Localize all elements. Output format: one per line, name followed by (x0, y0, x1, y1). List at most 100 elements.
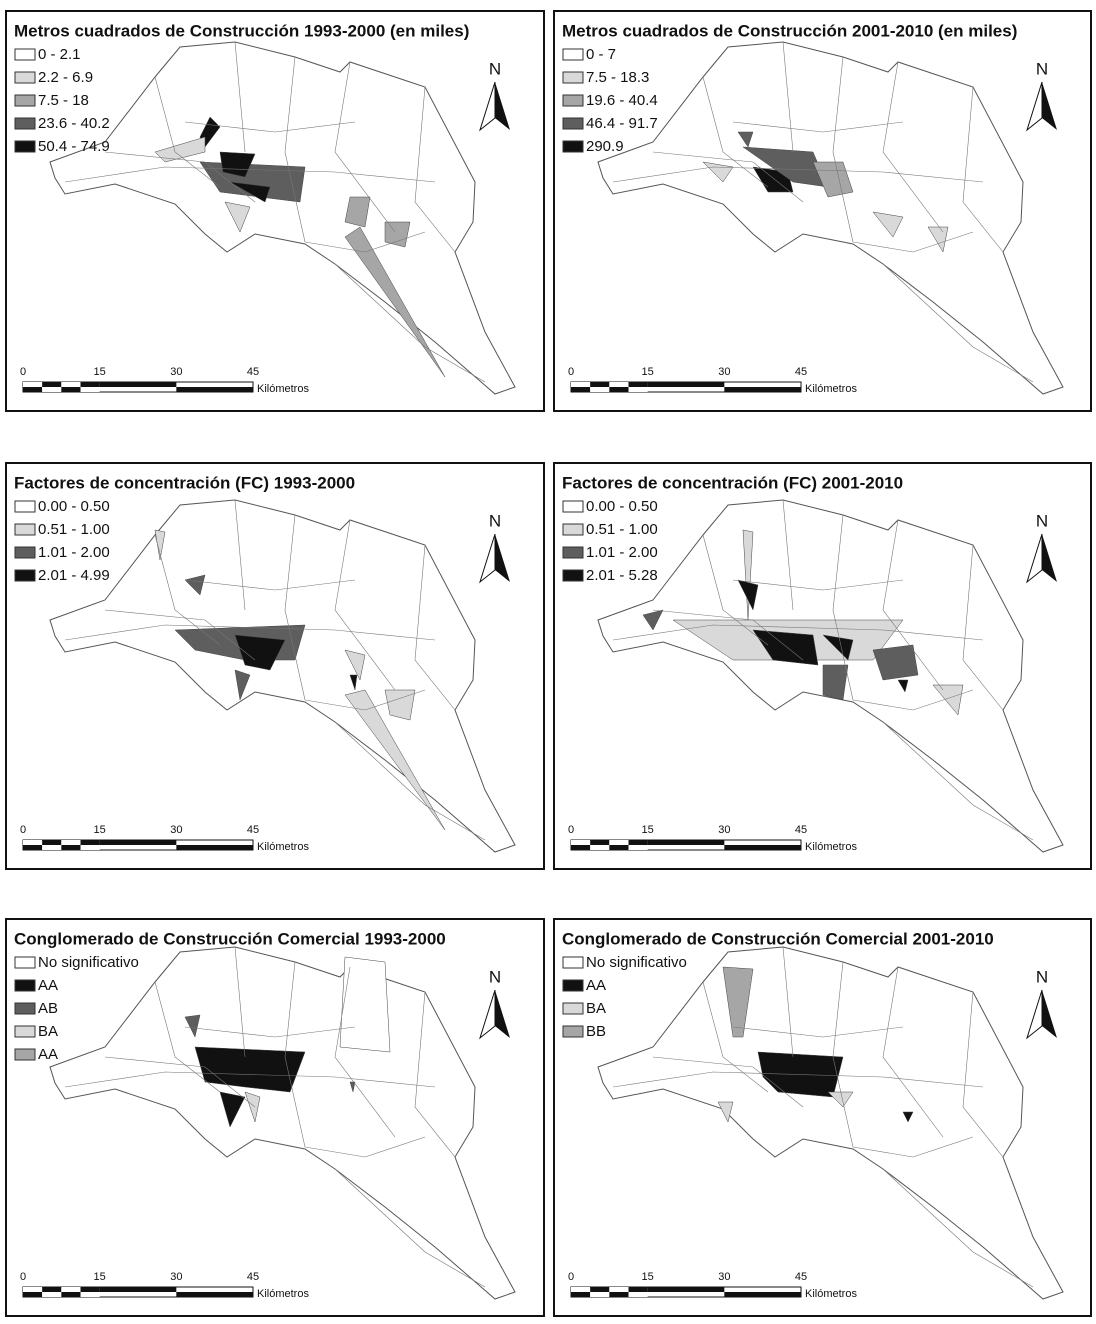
legend-label: AB (38, 1000, 58, 1017)
legend-label: BB (586, 1023, 606, 1040)
scale-segment (100, 382, 177, 387)
legend-swatch (15, 957, 35, 968)
panel-title: Factores de concentración (FC) 2001-2010 (562, 473, 903, 492)
scale-segment (629, 1287, 648, 1292)
scale-segment (23, 382, 42, 387)
panel-title: Factores de concentración (FC) 1993-2000 (14, 473, 355, 492)
scale-segment (23, 840, 42, 845)
map-panel: Metros cuadrados de Construcción 2001-20… (554, 11, 1091, 411)
scale-segment (42, 387, 61, 392)
scale-segment (61, 1292, 80, 1297)
scale-segment (724, 387, 801, 392)
scale-segment (81, 1287, 100, 1292)
scale-segment (609, 840, 628, 845)
legend-label: 46.4 - 91.7 (586, 115, 658, 132)
scale-segment (648, 840, 725, 845)
legend-swatch (15, 1003, 35, 1014)
scale-segment (629, 387, 648, 392)
scale-segment (590, 387, 609, 392)
scale-segment (590, 1287, 609, 1292)
scale-label: 30 (718, 366, 730, 378)
scale-unit: Kilómetros (805, 1288, 857, 1300)
scale-unit: Kilómetros (805, 841, 857, 853)
scale-segment (42, 1287, 61, 1292)
scale-unit: Kilómetros (805, 383, 857, 395)
scale-segment (648, 1287, 725, 1292)
scale-segment (61, 387, 80, 392)
scale-segment (81, 1292, 100, 1297)
legend-swatch (15, 72, 35, 83)
scale-segment (571, 840, 590, 845)
scale-label: 45 (247, 366, 259, 378)
legend-label: 2.01 - 5.28 (586, 567, 658, 584)
scale-segment (176, 387, 253, 392)
scale-segment (61, 845, 80, 850)
legend-label: 0.51 - 1.00 (586, 521, 658, 538)
scale-label: 15 (642, 1271, 654, 1283)
scale-segment (42, 840, 61, 845)
north-label: N (489, 967, 501, 986)
legend-swatch (15, 1049, 35, 1060)
scale-segment (609, 382, 628, 387)
scale-label: 15 (94, 1271, 106, 1283)
north-label: N (1036, 967, 1048, 986)
legend-label: 290.9 (586, 138, 624, 155)
legend-swatch (563, 524, 583, 535)
legend-label: BA (38, 1023, 58, 1040)
scale-segment (61, 382, 80, 387)
legend-label: 0 - 7 (586, 46, 616, 63)
scale-segment (81, 387, 100, 392)
panel-title: Metros cuadrados de Construcción 2001-20… (562, 21, 1017, 40)
scale-segment (23, 845, 42, 850)
legend-label: AA (38, 977, 58, 994)
scale-label: 0 (568, 1271, 574, 1283)
scale-label: 15 (94, 366, 106, 378)
scale-label: 45 (247, 824, 259, 836)
legend-label: 1.01 - 2.00 (38, 544, 110, 561)
scale-label: 0 (20, 366, 26, 378)
legend-swatch (563, 1003, 583, 1014)
scale-label: 45 (247, 1271, 259, 1283)
scale-segment (629, 845, 648, 850)
figure: Metros cuadrados de Construcción 1993-20… (0, 0, 1096, 1319)
north-label: N (1036, 59, 1048, 78)
scale-segment (42, 845, 61, 850)
scale-segment (23, 387, 42, 392)
legend-swatch (563, 72, 583, 83)
legend-label: 23.6 - 40.2 (38, 115, 110, 132)
legend-swatch (563, 95, 583, 106)
legend-label: No significativo (586, 954, 687, 971)
panel-title: Conglomerado de Construcción Comercial 2… (562, 929, 994, 948)
legend-label: 2.2 - 6.9 (38, 69, 93, 86)
legend-swatch (15, 501, 35, 512)
scale-segment (609, 1292, 628, 1297)
region (340, 957, 390, 1052)
scale-segment (629, 382, 648, 387)
scale-segment (629, 1292, 648, 1297)
scale-label: 30 (170, 366, 182, 378)
scale-segment (23, 1292, 42, 1297)
scale-segment (571, 382, 590, 387)
scale-segment (176, 1292, 253, 1297)
scale-segment (590, 845, 609, 850)
map-panel: Conglomerado de Construcción Comercial 1… (6, 919, 544, 1316)
scale-segment (629, 840, 648, 845)
scale-unit: Kilómetros (257, 841, 309, 853)
map-panel: Metros cuadrados de Construcción 1993-20… (6, 11, 544, 411)
scale-unit: Kilómetros (257, 1288, 309, 1300)
scale-segment (590, 840, 609, 845)
scale-label: 15 (642, 366, 654, 378)
panel-title: Conglomerado de Construcción Comercial 1… (14, 929, 446, 948)
legend-label: 2.01 - 4.99 (38, 567, 110, 584)
legend-label: 19.6 - 40.4 (586, 92, 658, 109)
scale-segment (100, 840, 177, 845)
legend-swatch (15, 1026, 35, 1037)
legend-label: 0 - 2.1 (38, 46, 81, 63)
scale-label: 15 (642, 824, 654, 836)
north-label: N (1036, 511, 1048, 530)
scale-segment (81, 382, 100, 387)
scale-label: 0 (20, 1271, 26, 1283)
legend-label: 7.5 - 18.3 (586, 69, 649, 86)
scale-segment (61, 1287, 80, 1292)
legend-swatch (15, 49, 35, 60)
